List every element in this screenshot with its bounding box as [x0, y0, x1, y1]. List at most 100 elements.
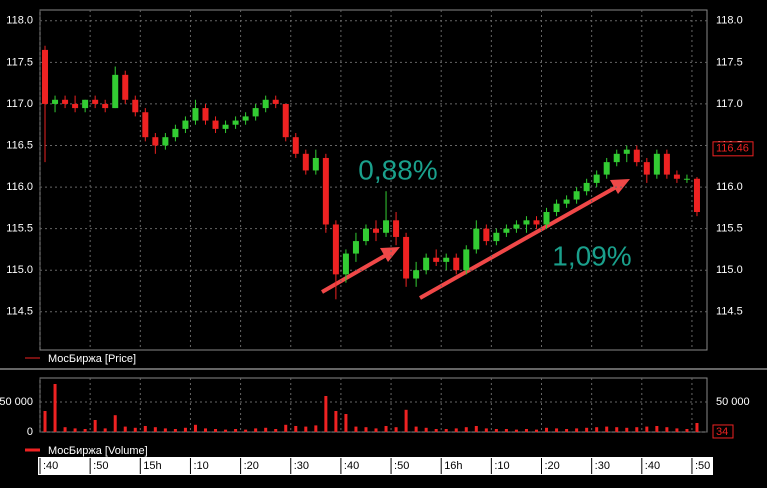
volume-bar [364, 427, 368, 432]
volume-bar [173, 429, 177, 432]
candle-body [623, 149, 630, 154]
candle-body [543, 212, 550, 225]
candle-body [92, 99, 99, 104]
volume-bar [454, 428, 458, 432]
candle-body [463, 249, 470, 271]
candle-body [383, 220, 390, 233]
y-tick-label: 116.0 [716, 181, 743, 193]
arrow-head [610, 179, 630, 194]
candle-body [423, 257, 430, 271]
volume-bar [575, 428, 579, 432]
volume-bar [695, 423, 699, 432]
y-tick-label: 115.0 [6, 264, 33, 276]
last-volume-label: 34 [716, 426, 728, 438]
candle-body [403, 236, 410, 279]
volume-bar [494, 429, 498, 432]
candle-body [112, 74, 119, 109]
volume-bar [685, 429, 689, 432]
candle-body [122, 74, 129, 100]
candle-body [292, 137, 299, 154]
volume-bar [244, 429, 248, 432]
candle-body [332, 224, 339, 275]
y-tick-label: 116.5 [6, 139, 33, 151]
candle-body [162, 137, 169, 146]
candle-body [42, 49, 49, 104]
x-tick-label: :20 [545, 460, 560, 472]
candle-body [362, 228, 369, 242]
candle-body [433, 257, 440, 262]
volume-bar [394, 427, 398, 432]
volume-bar [314, 425, 318, 432]
volume-bar [234, 429, 238, 432]
candle-body [613, 153, 620, 163]
candle-body [72, 103, 79, 109]
y-tick-label: 115.5 [716, 223, 743, 235]
volume-bar [133, 427, 137, 432]
y-tick-label: 50 000 [716, 396, 750, 408]
y-tick-label: 117.5 [716, 56, 743, 68]
x-tick-label: :40 [43, 460, 58, 472]
y-tick-label: 118.0 [6, 15, 33, 27]
volume-bar [274, 429, 278, 432]
candle-body [523, 220, 530, 225]
candle-body [202, 108, 209, 121]
candle-body [232, 120, 239, 125]
candle-body [252, 108, 259, 117]
volume-bar [625, 427, 629, 432]
volume-bar [665, 427, 669, 432]
annotation: 1,09% [552, 240, 631, 271]
volume-bar [254, 428, 258, 432]
volume-bar [73, 428, 77, 432]
volume-bar [354, 426, 358, 432]
volume-bar [374, 428, 378, 432]
x-tick-label: 15h [143, 460, 161, 472]
volume-bar [123, 426, 127, 432]
candle-body [262, 99, 269, 109]
volume-bar [193, 424, 197, 432]
y-tick-label: 116.0 [6, 181, 33, 193]
volume-bar [434, 429, 438, 432]
volume-bar [103, 428, 107, 432]
candle-body [342, 253, 349, 275]
x-tick-label: :50 [695, 460, 710, 472]
x-tick-label: :10 [494, 460, 509, 472]
volume-bar [214, 429, 218, 432]
volume-bar [615, 427, 619, 432]
volume-bar [334, 411, 338, 432]
volume-bar [93, 420, 97, 432]
candle-body [242, 116, 249, 121]
candle-body [493, 232, 500, 242]
volume-bar [304, 426, 308, 432]
volume-bar [655, 426, 659, 432]
arrow-line [321, 252, 389, 294]
candle-body [503, 228, 510, 233]
candle-body [373, 228, 380, 233]
last-price-label: 116.46 [716, 143, 749, 155]
candle-body [443, 257, 450, 262]
candle-body [583, 182, 590, 192]
candle-body [483, 228, 490, 242]
candle-body [643, 162, 650, 175]
volume-bar [565, 429, 569, 432]
annotation: 0,88% [358, 154, 437, 185]
volume-bar [534, 429, 538, 432]
candle-body [573, 191, 580, 200]
last-price-box [712, 141, 754, 157]
candle-body [513, 224, 520, 229]
volume-bar [464, 427, 468, 432]
volume-bar [143, 426, 147, 432]
volume-bar [153, 427, 157, 432]
volume-bar [444, 429, 448, 432]
candle-body [302, 153, 309, 171]
y-tick-label: 115.5 [6, 223, 33, 235]
volume-bar [474, 426, 478, 432]
candle-body [102, 103, 109, 109]
candle-body [603, 162, 610, 175]
volume-bar [595, 427, 599, 432]
candle-body [212, 120, 219, 129]
volume-bar [344, 414, 348, 432]
candle-body [453, 257, 460, 271]
volume-bar [284, 424, 288, 432]
volume-bar [43, 411, 47, 432]
y-tick-label: 117.0 [6, 98, 33, 110]
